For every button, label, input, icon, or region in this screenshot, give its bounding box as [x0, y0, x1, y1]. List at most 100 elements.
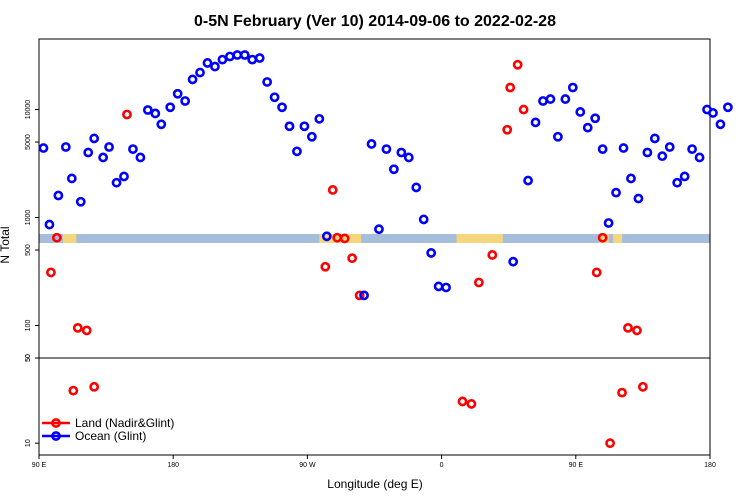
data-point: [538, 96, 548, 106]
land-band: [613, 234, 623, 243]
y-tick-label: 10000: [25, 100, 32, 120]
data-point: [314, 113, 325, 124]
x-tick-label: 90 W: [299, 462, 316, 469]
data-point: [664, 142, 675, 152]
legend-marker: [51, 431, 61, 441]
data-point: [232, 50, 243, 60]
data-point: [611, 187, 621, 198]
data-point: [187, 74, 198, 85]
data-point: [75, 196, 86, 207]
data-point: [321, 231, 332, 242]
y-tick-label: 50: [25, 354, 32, 362]
data-point: [603, 218, 614, 228]
data-point: [327, 185, 338, 195]
data-point: [299, 121, 310, 132]
data-point: [591, 267, 602, 278]
x-tick-label: 180: [704, 462, 716, 469]
data-point: [508, 256, 519, 267]
ocean-band: [39, 234, 710, 243]
data-point: [473, 277, 484, 288]
data-point: [441, 282, 451, 293]
data-point: [172, 88, 183, 99]
axes: [38, 38, 711, 456]
data-point: [135, 152, 146, 163]
data-point: [433, 281, 444, 292]
data-point: [269, 92, 280, 103]
data-point: [575, 107, 586, 117]
data-point: [60, 142, 71, 152]
data-point: [284, 121, 295, 132]
data-point: [618, 143, 629, 153]
data-point: [708, 108, 718, 118]
data-point: [51, 232, 62, 243]
data-point: [457, 396, 468, 407]
data-point: [694, 152, 705, 163]
data-point: [81, 325, 92, 336]
data-point: [567, 82, 578, 93]
legend-marker: [51, 418, 61, 428]
y-tick-label: 1000: [25, 210, 32, 226]
chart-title: 0-5N February (Ver 10) 2014-09-06 to 202…: [194, 13, 556, 30]
data-point: [142, 105, 153, 115]
data-point: [306, 131, 317, 142]
data-point: [202, 58, 213, 68]
data-point: [530, 117, 541, 128]
data-point: [247, 54, 258, 65]
data-point: [426, 248, 437, 258]
legend-label: Land (Nadir&Glint): [75, 416, 174, 430]
y-tick-label: 5000: [25, 134, 32, 150]
data-point: [605, 438, 615, 449]
x-tick-label: 90 E: [32, 462, 47, 469]
data-point: [597, 232, 608, 243]
data-point: [292, 146, 302, 157]
map-band: [39, 234, 710, 243]
data-point: [560, 94, 571, 104]
data-point: [411, 182, 422, 193]
data-point: [128, 144, 138, 155]
data-point: [53, 190, 64, 201]
data-point: [466, 399, 477, 409]
data-point: [632, 325, 642, 336]
data-point: [72, 323, 83, 333]
x-axis-label: Longitude (deg E): [327, 477, 422, 491]
data-point: [122, 109, 132, 120]
data-point: [512, 59, 523, 70]
data-point: [657, 151, 668, 162]
data-point: [590, 113, 601, 124]
y-tick-label: 500: [25, 244, 32, 256]
data-point: [582, 122, 593, 133]
data-point: [119, 171, 129, 182]
data-point: [553, 131, 563, 142]
data-point: [672, 177, 683, 188]
data-point: [396, 147, 407, 158]
data-point: [44, 219, 55, 230]
data-points: [38, 50, 733, 449]
data-point: [715, 119, 726, 130]
data-point: [224, 51, 235, 62]
legend: Land (Nadir&Glint)Ocean (Glint): [42, 416, 174, 443]
data-point: [150, 108, 161, 119]
data-point: [320, 261, 331, 272]
data-point: [638, 381, 648, 392]
y-tick-label: 50: [25, 354, 32, 362]
land-band: [62, 234, 77, 243]
data-point: [46, 267, 56, 278]
data-point: [381, 144, 392, 155]
data-point: [505, 82, 516, 93]
data-point: [518, 104, 529, 115]
data-point: [98, 152, 109, 163]
data-point: [38, 143, 49, 153]
data-point: [83, 147, 94, 158]
data-point: [374, 224, 384, 235]
data-point: [487, 250, 498, 260]
data-point: [502, 124, 513, 135]
plot-frame: [38, 38, 711, 456]
y-axis-label: N Total: [0, 226, 12, 263]
land-band: [456, 234, 503, 243]
data-point: [366, 139, 377, 149]
data-point: [388, 164, 399, 175]
data-point: [642, 147, 653, 158]
data-point: [165, 102, 176, 113]
data-point: [277, 102, 287, 113]
